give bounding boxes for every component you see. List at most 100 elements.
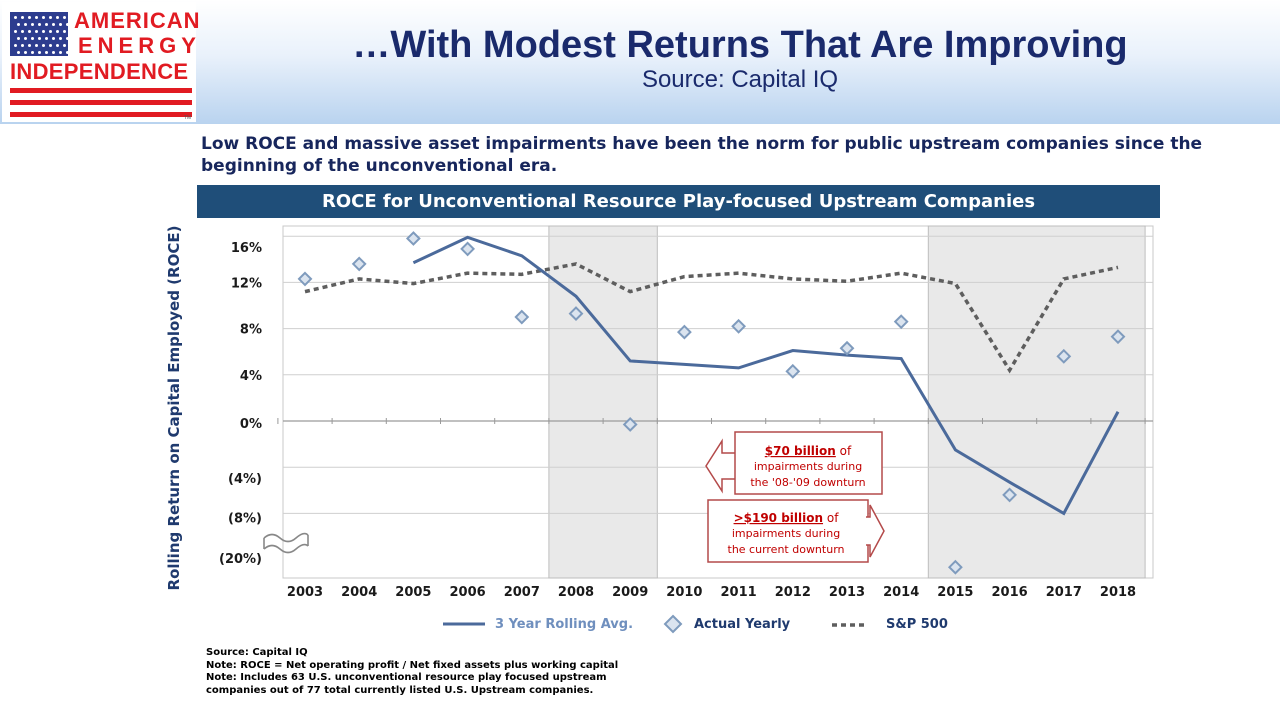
- flag-star: [52, 23, 55, 26]
- callout-headline: >$190 billion of: [734, 511, 840, 525]
- logo-stripe: [10, 112, 192, 117]
- flag-star: [52, 37, 55, 40]
- page-subtitle: Source: Capital IQ: [641, 66, 839, 93]
- legend-rolling-avg-label: 3 Year Rolling Avg.: [495, 617, 633, 632]
- flag-star: [38, 37, 41, 40]
- flag-star: [59, 23, 62, 26]
- shaded-period: [548, 225, 658, 579]
- flag-star: [38, 23, 41, 26]
- flag-star: [31, 37, 34, 40]
- legend-actual-label: Actual Yearly: [694, 617, 791, 632]
- y-tick-label: 4%: [240, 369, 262, 384]
- y-tick-label: 8%: [240, 323, 262, 338]
- legend-sp500-label: S&P 500: [886, 617, 948, 632]
- x-tick-label: 2017: [1046, 585, 1082, 600]
- callout-box: [734, 431, 883, 495]
- flag-star: [24, 37, 27, 40]
- intro-text: Low ROCE and massive asset impairments h…: [201, 134, 1203, 176]
- x-tick-label: 2004: [341, 585, 377, 600]
- callout-text: the '08-'09 downturn: [750, 476, 865, 489]
- flag-star: [63, 30, 66, 33]
- callout-text: impairments during: [732, 527, 840, 540]
- actual-yearly-point: [947, 559, 963, 575]
- logo-line-3: INDEPENDENCE: [10, 59, 189, 84]
- flag-star: [42, 16, 45, 19]
- page-title: …With Modest Returns That Are Improving: [352, 24, 1128, 66]
- x-tick-label: 2018: [1100, 585, 1136, 600]
- x-tick-label: 2011: [721, 585, 757, 600]
- actual-yearly-point: [297, 271, 313, 287]
- flag-star: [59, 51, 62, 54]
- callout-headline: $70 billion of: [765, 444, 852, 458]
- header-band: AMERICAN ENERGY INDEPENDENCE TM …With Mo…: [0, 0, 1280, 124]
- flag-star: [17, 51, 20, 54]
- flag-star: [35, 30, 38, 33]
- footnote: Note: Includes 63 U.S. unconventional re…: [206, 672, 607, 683]
- y-tick-label: (4%): [228, 472, 262, 487]
- us-flag-icon: [10, 12, 69, 56]
- flag-star: [35, 16, 38, 19]
- rolling-avg-line: [412, 235, 1120, 516]
- callout-arrow-right: [866, 504, 885, 558]
- flag-star: [21, 16, 24, 19]
- flag-star: [35, 44, 38, 47]
- callout-text: the current downturn: [728, 543, 845, 556]
- flag-star: [14, 30, 17, 33]
- flag-star: [66, 23, 69, 26]
- flag-star: [45, 23, 48, 26]
- footnotes: Source: Capital IQ Note: ROCE = Net oper…: [206, 647, 618, 697]
- flag-star: [17, 37, 20, 40]
- flag-star: [56, 44, 59, 47]
- flag-star: [28, 16, 31, 19]
- flag-star: [52, 51, 55, 54]
- y-tick-label: (8%): [228, 511, 262, 526]
- actual-yearly-point: [676, 324, 692, 340]
- flag-star: [45, 37, 48, 40]
- actual-yearly-point: [785, 363, 801, 379]
- flag-star: [42, 44, 45, 47]
- footnote: companies out of 77 total currently list…: [206, 684, 594, 696]
- callout-arrow-left: [705, 438, 737, 494]
- flag-star: [28, 30, 31, 33]
- actual-yearly-point: [1056, 348, 1072, 364]
- actual-yearly-point: [568, 306, 584, 321]
- flag-star: [63, 44, 66, 47]
- callout-box: [707, 499, 869, 563]
- flag-star: [66, 37, 69, 40]
- flag-star: [49, 44, 52, 47]
- logo-stripe: [10, 100, 192, 105]
- logo-stripe: [10, 88, 192, 93]
- x-tick-label: 2013: [829, 585, 865, 600]
- x-tick-label: 2003: [287, 585, 323, 600]
- callout-text: impairments during: [754, 460, 862, 473]
- flag-star: [21, 44, 24, 47]
- y-axis-title: Rolling Return on Capital Employed (ROCE…: [165, 226, 183, 591]
- x-tick-label: 2016: [992, 585, 1028, 600]
- logo: AMERICAN ENERGY INDEPENDENCE TM: [2, 2, 200, 122]
- flag-star: [56, 16, 59, 19]
- actual-yearly-point: [405, 231, 421, 246]
- flag-star: [28, 44, 31, 47]
- shaded-period: [927, 225, 1146, 579]
- flag-star: [31, 51, 34, 54]
- flag-star: [24, 23, 27, 26]
- legend-actual-swatch: [663, 614, 683, 634]
- x-tick-label: 2012: [775, 585, 811, 600]
- sp500-line: [304, 262, 1119, 374]
- x-tick-label: 2010: [666, 585, 702, 600]
- actual-yearly-point: [839, 340, 855, 356]
- axis-break-icon: [263, 532, 309, 554]
- flag-star: [21, 30, 24, 33]
- logo-line-1: AMERICAN: [74, 8, 201, 33]
- y-tick-label: (20%): [219, 552, 262, 567]
- actual-yearly-point: [514, 309, 530, 325]
- actual-yearly-point: [1002, 487, 1018, 503]
- chart-title: ROCE for Unconventional Resource Play-fo…: [197, 185, 1160, 218]
- x-tick-label: 2007: [504, 585, 540, 600]
- y-tick-label: 0%: [240, 417, 262, 432]
- flag-star: [49, 30, 52, 33]
- flag-star: [49, 16, 52, 19]
- actual-yearly-point: [1110, 329, 1126, 345]
- flag-star: [59, 37, 62, 40]
- footnote: Note: ROCE = Net operating profit / Net …: [206, 659, 619, 671]
